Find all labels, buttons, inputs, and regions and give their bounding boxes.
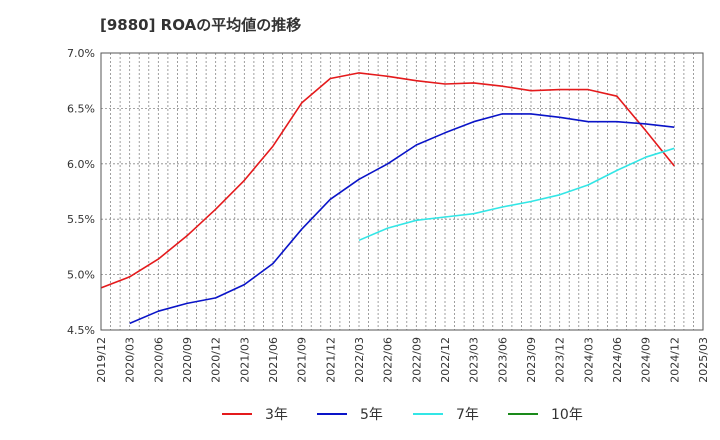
plot-border xyxy=(100,52,704,331)
y-tick-label: 6.0% xyxy=(67,158,95,171)
x-tick-label: 2020/03 xyxy=(124,337,137,383)
plot-background xyxy=(101,53,703,330)
x-tick-label: 2023/12 xyxy=(554,337,567,383)
legend-label: 5年 xyxy=(360,407,383,423)
grid-lines xyxy=(101,53,703,330)
y-tick-label: 5.5% xyxy=(67,213,95,226)
chart-title: [9880] ROAの平均値の推移 xyxy=(100,16,302,34)
x-tick-label: 2023/03 xyxy=(468,337,481,383)
y-tick-label: 7.0% xyxy=(67,47,95,60)
y-tick-label: 6.5% xyxy=(67,102,95,115)
x-tick-label: 2025/03 xyxy=(697,337,710,383)
y-tick-label: 5.0% xyxy=(67,269,95,282)
series-line-7年 xyxy=(358,147,675,242)
x-tick-label: 2020/06 xyxy=(152,337,165,383)
x-tick-label: 2020/09 xyxy=(181,337,194,383)
legend: 3年 5年 7年 10年 xyxy=(222,407,583,423)
x-tick-label: 2024/09 xyxy=(640,337,653,383)
y-tick-label: 4.5% xyxy=(67,324,95,337)
plot-area xyxy=(101,53,703,330)
x-tick-label: 2022/09 xyxy=(410,337,423,383)
series-line-3年 xyxy=(100,72,675,289)
x-tick-label: 2024/06 xyxy=(611,337,624,383)
x-tick-label: 2022/03 xyxy=(353,337,366,383)
x-tick-label: 2023/09 xyxy=(525,337,538,383)
x-tick-label: 2021/03 xyxy=(238,337,251,383)
x-tick-label: 2022/06 xyxy=(382,337,395,383)
x-tick-label: 2023/06 xyxy=(496,337,509,383)
series-line-5年 xyxy=(129,113,675,325)
legend-label: 3年 xyxy=(265,407,288,423)
x-tick-label: 2021/06 xyxy=(267,337,280,383)
series-lines xyxy=(100,72,675,325)
x-tick-label: 2019/12 xyxy=(95,337,108,383)
legend-label: 7年 xyxy=(456,407,479,423)
x-tick-label: 2024/03 xyxy=(582,337,595,383)
x-tick-label: 2022/12 xyxy=(439,337,452,383)
legend-label: 10年 xyxy=(551,407,583,423)
x-tick-label: 2024/12 xyxy=(668,337,681,383)
x-tick-label: 2020/12 xyxy=(210,337,223,383)
axes: 4.5% 5.0% 5.5% 6.0% 6.5% 7.0% 2019/12 2020/03 20… xyxy=(67,47,710,383)
x-tick-label: 2021/12 xyxy=(324,337,337,383)
x-tick-label: 2021/09 xyxy=(296,337,309,383)
